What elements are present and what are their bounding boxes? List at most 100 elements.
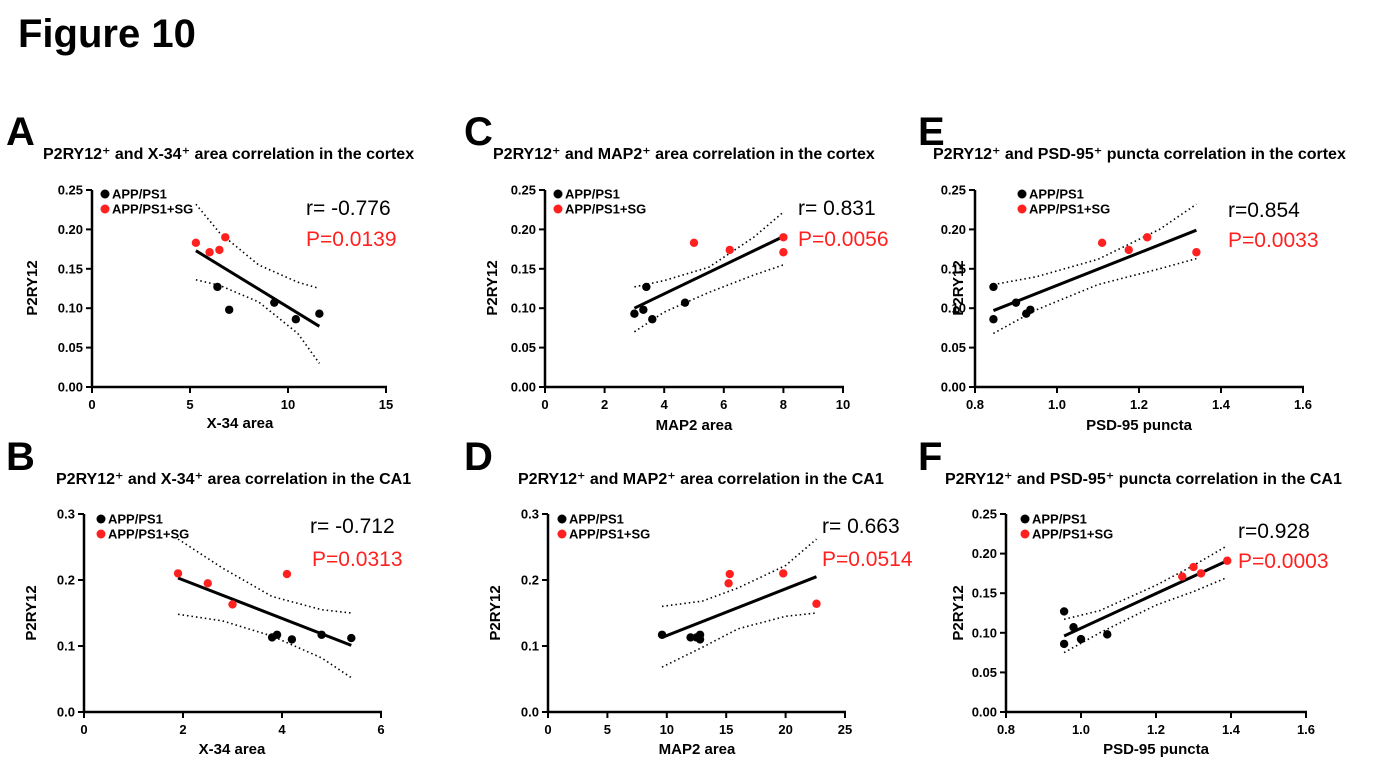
x-tick-label: 4 <box>661 397 669 412</box>
x-tick-label: 5 <box>186 397 193 412</box>
legend-label: APP/PS1+SG <box>569 527 650 542</box>
app-ps1-point <box>657 630 667 639</box>
app-ps1-point <box>1059 639 1069 649</box>
y-tick-label: 0.00 <box>941 380 966 395</box>
app-ps1-sg-point <box>725 569 734 579</box>
ci-lower-band <box>177 613 352 679</box>
app-ps1-sg-point <box>1143 233 1152 242</box>
panel-b: B P2RY12⁺ and X-34⁺ area correlation in t… <box>6 435 411 758</box>
regression-line <box>195 249 321 328</box>
y-tick-label: 0.25 <box>941 183 966 198</box>
y-tick-label: 0.15 <box>941 261 966 276</box>
y-tick-label: 0.00 <box>58 380 83 395</box>
y-tick-label: 0.25 <box>511 183 536 198</box>
y-axis-label: P2RY12 <box>487 585 504 640</box>
y-axis-label: P2RY12 <box>950 585 967 640</box>
x-axis-label: PSD-95 puncta <box>1086 417 1193 434</box>
x-tick-label: 4 <box>278 722 286 737</box>
x-axis-label: MAP2 area <box>656 417 733 434</box>
app-ps1-sg-point <box>1192 248 1201 257</box>
x-tick-label: 20 <box>778 722 792 737</box>
ci-upper-band <box>195 203 320 290</box>
ci-upper-band <box>661 538 818 608</box>
panel-letter: B <box>6 435 35 479</box>
x-tick-label: 6 <box>377 722 384 737</box>
p-value: P=0.0056 <box>798 228 889 251</box>
x-tick-label: 10 <box>836 397 850 412</box>
app-ps1-point <box>1011 298 1021 307</box>
legend-marker <box>553 189 563 199</box>
y-tick-label: 0.2 <box>521 573 539 588</box>
legend-label: APP/PS1+SG <box>112 202 193 217</box>
legend-label: APP/PS1 <box>112 187 167 202</box>
legend-label: APP/PS1 <box>569 512 624 527</box>
legend-label: APP/PS1 <box>1032 512 1087 527</box>
legend-marker <box>100 189 110 199</box>
app-ps1-sg-point <box>1124 245 1133 255</box>
app-ps1-point <box>642 282 651 292</box>
app-ps1-sg-point <box>221 233 230 242</box>
x-tick-label: 1.0 <box>1072 722 1090 737</box>
p-value: P=0.0313 <box>312 548 403 571</box>
app-ps1-sg-point <box>173 569 183 578</box>
y-tick-label: 0.15 <box>972 586 997 601</box>
panel-letter: A <box>6 110 35 154</box>
panel-title: P2RY12⁺ and PSD-95⁺ puncta correlation i… <box>933 146 1346 163</box>
app-ps1-point <box>989 282 998 292</box>
app-ps1-point <box>1103 630 1112 639</box>
legend-label: APP/PS1 <box>1029 187 1084 202</box>
app-ps1-sg-point <box>812 599 821 608</box>
app-ps1-point <box>270 298 279 307</box>
x-tick-label: 0.8 <box>966 397 984 412</box>
ci-lower-band <box>1063 576 1228 654</box>
panel-title: P2RY12⁺ and X-34⁺ area correlation in th… <box>56 471 411 488</box>
y-tick-label: 0.20 <box>511 222 536 237</box>
figure-title: Figure 10 <box>18 12 196 56</box>
panel-letter: F <box>918 435 942 479</box>
x-tick-label: 1.2 <box>1147 722 1165 737</box>
y-tick-label: 0.1 <box>521 639 539 654</box>
app-ps1-point <box>213 282 222 292</box>
x-tick-label: 1.6 <box>1297 722 1315 737</box>
panel-a: A P2RY12⁺ and X-34⁺ area correlation in t… <box>6 110 414 432</box>
r-value: r= -0.712 <box>310 515 395 538</box>
legend-label: APP/PS1+SG <box>1029 202 1110 217</box>
app-ps1-point <box>272 630 282 639</box>
legend-marker <box>1020 529 1030 539</box>
p-value: P=0.0139 <box>306 228 397 251</box>
y-tick-label: 0.20 <box>972 546 997 561</box>
panel-letter: D <box>464 435 493 479</box>
app-ps1-sg-point <box>282 569 292 579</box>
x-tick-label: 2 <box>179 722 186 737</box>
panel-letter: C <box>464 110 493 154</box>
x-axis-label: X-34 area <box>207 415 274 432</box>
x-tick-label: 1.2 <box>1130 397 1148 412</box>
r-value: r= -0.776 <box>306 197 391 220</box>
app-ps1-sg-point <box>779 248 788 257</box>
x-tick-label: 0 <box>88 397 95 412</box>
y-tick-label: 0.10 <box>972 625 997 640</box>
legend-marker <box>557 529 567 539</box>
app-ps1-point <box>291 315 301 324</box>
y-tick-label: 0.0 <box>57 705 75 720</box>
legend-marker <box>1020 514 1030 524</box>
ci-lower-band <box>195 279 321 364</box>
y-axis-label: P2RY12 <box>484 260 501 315</box>
legend-label: APP/PS1+SG <box>1032 527 1113 542</box>
p-value: P=0.0514 <box>822 548 913 571</box>
y-axis-label: P2RY12 <box>24 260 41 315</box>
app-ps1-point <box>648 315 657 324</box>
legend-marker <box>1017 204 1027 214</box>
app-ps1-sg-point <box>725 245 734 255</box>
y-tick-label: 0.15 <box>58 261 83 276</box>
panel-title: P2RY12⁺ and MAP2⁺ area correlation in th… <box>493 146 875 163</box>
app-ps1-sg-point <box>1189 562 1198 572</box>
y-tick-label: 0.10 <box>511 301 536 316</box>
legend-marker <box>553 204 563 214</box>
regression-line <box>992 228 1197 312</box>
ci-upper-band <box>1063 545 1228 621</box>
app-ps1-sg-point <box>203 579 212 588</box>
y-axis-label: P2RY12 <box>950 260 967 315</box>
